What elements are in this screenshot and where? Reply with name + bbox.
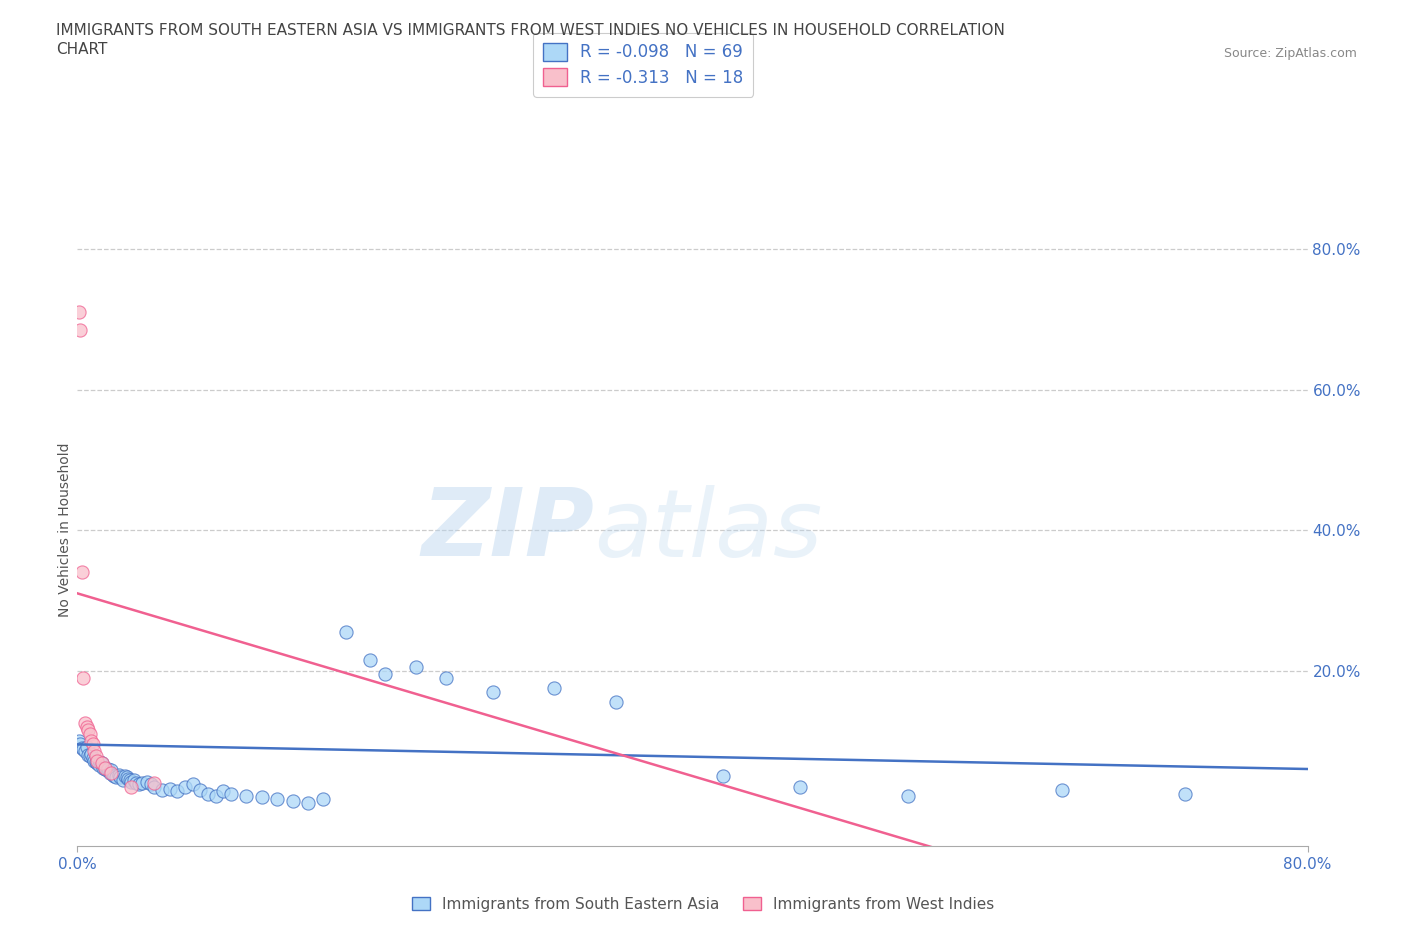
Point	[235, 789, 257, 804]
Point	[128, 777, 150, 792]
Point	[297, 795, 319, 810]
Point	[335, 625, 357, 640]
Point	[97, 762, 120, 777]
Point	[103, 768, 125, 783]
Point	[436, 671, 458, 685]
Point	[131, 776, 153, 790]
Point	[174, 779, 197, 794]
Point	[115, 770, 138, 785]
Point	[374, 667, 396, 682]
Point	[789, 779, 811, 794]
Point	[112, 772, 135, 787]
Text: atlas: atlas	[595, 485, 823, 576]
Point	[89, 754, 111, 769]
Point	[125, 776, 148, 790]
Legend: R = -0.098   N = 69, R = -0.313   N = 18: R = -0.098 N = 69, R = -0.313 N = 18	[533, 33, 754, 97]
Text: ZIP: ZIP	[422, 485, 595, 576]
Point	[94, 762, 117, 777]
Point	[82, 737, 104, 751]
Point	[77, 748, 100, 763]
Point	[219, 786, 242, 801]
Point	[67, 305, 90, 320]
Point	[98, 765, 121, 780]
Point	[84, 749, 107, 764]
Point	[69, 737, 91, 751]
Point	[188, 783, 212, 798]
Point	[141, 777, 163, 792]
Point	[79, 726, 101, 741]
Point	[212, 784, 235, 799]
Point	[543, 681, 565, 696]
Text: CHART: CHART	[56, 42, 108, 57]
Point	[1174, 786, 1197, 801]
Text: Source: ZipAtlas.com: Source: ZipAtlas.com	[1223, 46, 1357, 60]
Point	[72, 671, 94, 685]
Point	[250, 790, 273, 804]
Point	[76, 739, 98, 754]
Point	[79, 749, 101, 764]
Point	[120, 774, 142, 789]
Point	[77, 723, 100, 737]
Point	[100, 763, 122, 777]
Point	[101, 767, 124, 782]
Point	[108, 767, 131, 782]
Text: IMMIGRANTS FROM SOUTH EASTERN ASIA VS IMMIGRANTS FROM WEST INDIES NO VEHICLES IN: IMMIGRANTS FROM SOUTH EASTERN ASIA VS IM…	[56, 23, 1005, 38]
Point	[281, 793, 304, 808]
Point	[93, 760, 115, 775]
Point	[266, 791, 288, 806]
Point	[117, 771, 139, 786]
Point	[90, 756, 114, 771]
Point	[114, 768, 136, 783]
Point	[80, 746, 103, 761]
Point	[312, 791, 335, 806]
Point	[135, 774, 157, 789]
Point	[86, 756, 108, 771]
Y-axis label: No Vehicles in Household: No Vehicles in Household	[58, 443, 72, 618]
Point	[67, 734, 90, 749]
Point	[711, 768, 734, 783]
Point	[72, 742, 94, 757]
Point	[1050, 783, 1073, 798]
Point	[96, 763, 118, 777]
Point	[181, 777, 204, 792]
Point	[83, 753, 105, 768]
Point	[104, 770, 127, 785]
Point	[70, 565, 93, 579]
Point	[359, 653, 381, 668]
Point	[70, 740, 93, 755]
Point	[84, 754, 107, 769]
Point	[150, 783, 173, 798]
Point	[110, 770, 132, 785]
Point	[80, 734, 103, 749]
Point	[159, 781, 181, 796]
Point	[87, 758, 110, 773]
Point	[143, 779, 166, 794]
Point	[120, 779, 142, 794]
Point	[204, 789, 226, 804]
Point	[83, 744, 105, 759]
Point	[73, 744, 96, 759]
Point	[405, 659, 427, 674]
Point	[86, 753, 108, 768]
Point	[605, 695, 627, 710]
Point	[94, 760, 117, 775]
Point	[166, 784, 188, 799]
Point	[90, 756, 114, 771]
Point	[118, 773, 141, 788]
Point	[82, 751, 104, 766]
Point	[69, 323, 91, 338]
Legend: Immigrants from South Eastern Asia, Immigrants from West Indies: Immigrants from South Eastern Asia, Immi…	[405, 890, 1001, 918]
Point	[143, 776, 166, 790]
Point	[76, 720, 98, 735]
Point	[122, 772, 145, 787]
Point	[100, 765, 122, 780]
Point	[897, 789, 920, 804]
Point	[481, 684, 503, 699]
Point	[197, 786, 219, 801]
Point	[73, 716, 96, 731]
